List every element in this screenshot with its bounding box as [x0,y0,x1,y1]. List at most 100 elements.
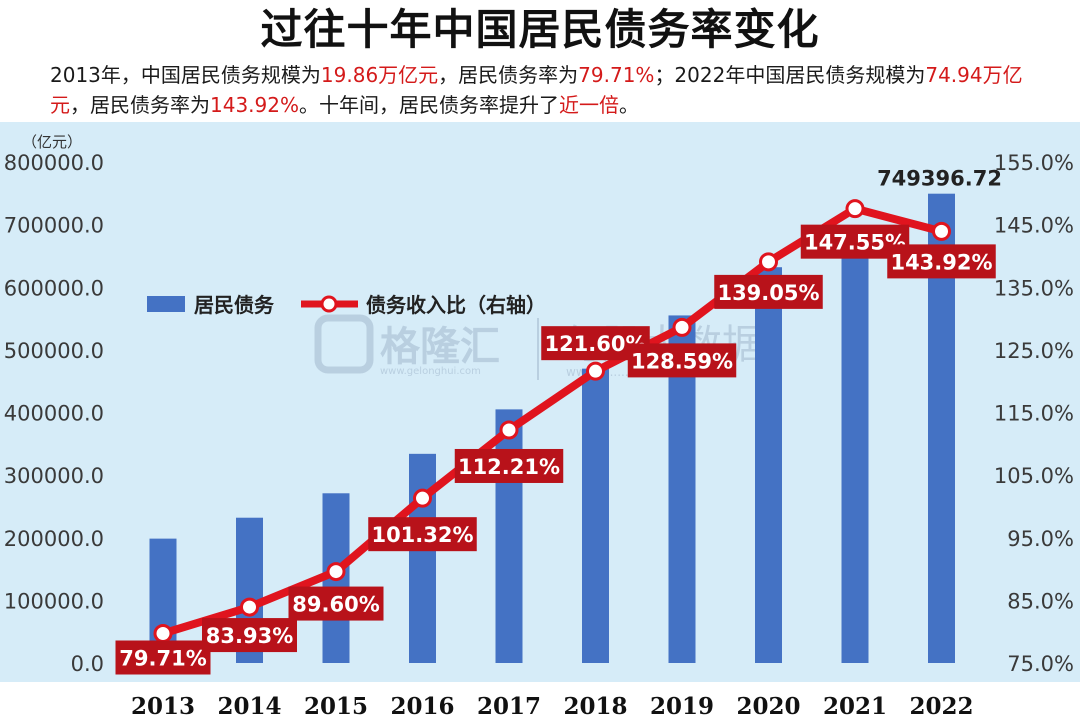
data-label-text: 112.21% [458,455,560,479]
x-axis-tick-label: 2017 [477,693,541,720]
watermark-logo-icon [314,314,374,374]
subtitle-text: 。 [618,93,639,117]
right-axis: 75.0% 85.0% 95.0% 105.0% 115.0% 125.0% 135.0% 1… [994,151,1074,676]
data-label: 139.05% [714,274,823,309]
year-axis-strip [0,682,1080,726]
watermark-logo-url: www.gelonghui.com [380,366,481,377]
left-axis-tick-label: 700000.0 [4,214,104,238]
x-axis-tick-label: 2021 [823,693,887,720]
line-series [153,199,951,644]
right-axis-tick-label: 125.0% [994,339,1074,363]
right-axis-tick-label: 145.0% [994,214,1074,238]
data-label-box [627,343,737,378]
left-axis-tick-label: 600000.0 [4,276,104,300]
data-label-text: 83.93% [206,624,293,648]
left-axis-tick-label: 400000.0 [4,402,104,426]
x-axis-tick-label: 2016 [390,693,454,720]
bar [841,230,869,663]
data-label: 112.21% [454,448,564,483]
subtitle-highlight: 143.92% [210,93,299,117]
x-axis-tick-label: 2014 [217,693,281,720]
data-label-text: 128.59% [631,349,733,373]
data-label: 79.71% [115,640,211,675]
left-axis-tick-label: 800000.0 [4,151,104,175]
left-axis-tick-label: 200000.0 [4,527,104,551]
x-axis-tick-label: 2015 [304,693,368,720]
legend-bar-swatch [147,296,185,312]
data-label-text: 89.60% [292,593,379,617]
line-point [240,597,259,617]
x-axis-tick-label: 2018 [563,693,627,720]
left-axis-tick-label: 300000.0 [4,464,104,488]
data-label-box [288,586,384,621]
data-label: 101.32% [368,517,477,552]
right-axis-tick-label: 95.0% [1007,527,1074,551]
data-label-text: 143.92% [890,250,992,274]
bar [582,368,609,663]
right-axis-tick-label: 155.0% [994,151,1074,175]
line-point [845,199,865,219]
data-label: 89.60% [288,586,384,621]
bar [495,409,523,663]
data-label-text: 139.05% [717,281,819,305]
x-axis-tick-label: 2022 [909,693,973,720]
subtitle-highlight: 近一倍 [558,93,619,117]
subtitle-highlight: 74.94万亿元 [50,63,1023,117]
data-label-box [202,618,297,653]
bar [755,267,782,663]
line-point [672,317,692,337]
subtitle: 2013年，中国居民债务规模为19.86万亿元，居民债务率为79.71%；202… [50,60,1060,120]
line-point [759,252,778,272]
left-axis: （亿元） 0.0 100000.0 200000.0 300000.0 400000.0 5… [4,133,104,676]
page-title: 过往十年中国居民债务率变化 [260,5,820,54]
legend-line-marker [320,295,338,313]
x-axis-tick-label: 2019 [650,693,714,720]
subtitle-highlight: 19.86万亿元 [320,63,439,87]
legend-bar-label: 居民债务 [194,293,275,317]
data-label: 83.93% [202,618,297,653]
right-axis-tick-label: 135.0% [994,276,1074,300]
x-axis-tick-label: 2020 [736,693,800,720]
subtitle-text: ；2022年中国居民债务规模为 [654,63,926,87]
subtitle-text: ，居民债务率为 [438,63,579,87]
data-label: 128.59% [627,343,737,378]
data-label-box [368,517,477,552]
data-label-box [454,448,564,483]
x-axis-tick-label: 2013 [131,693,195,720]
chart-background [0,122,1080,682]
line-point [932,221,951,241]
left-axis-tick-label: 100000.0 [4,589,104,613]
legend: 居民债务 债务收入比（右轴） [147,293,546,317]
bar-top-label: 749396.72 [877,167,1002,191]
data-label-box [115,640,211,675]
subtitle-text: 。十年间，居民债务率提升了 [298,93,559,117]
line-point [153,624,173,644]
line-point [499,420,519,440]
data-label-box [887,244,996,279]
data-labels: 79.71%83.93%89.60%101.32%112.21%121.60%1… [115,224,996,675]
legend-line-label: 债务收入比（右轴） [366,293,546,317]
line-path [159,204,946,638]
line-point [413,488,432,508]
subtitle-highlight: 79.71% [578,63,655,87]
left-axis-tick-label: 0.0 [71,652,104,676]
line-point [326,562,346,582]
data-label: 143.92% [887,244,996,279]
header: 过往十年中国居民债务率变化 2013年，中国居民债务规模为19.86万亿元，居民… [0,0,1080,122]
x-axis: 2013 2014 2015 2016 2017 2018 2019 2020 2021 2022 [131,693,974,720]
left-axis-tick-label: 500000.0 [4,339,104,363]
data-label-box [714,274,823,309]
subtitle-text: ，居民债务率为 [70,93,210,117]
line-point [586,361,605,381]
watermark-logo-text: 格隆汇 [380,324,500,370]
right-axis-tick-label: 105.0% [994,464,1074,488]
bar [409,453,436,663]
right-axis-tick-label: 115.0% [994,402,1074,426]
left-axis-unit: （亿元） [22,133,82,151]
subtitle-text: 2013年，中国居民债务规模为 [50,63,321,87]
data-label-text: 79.71% [119,647,206,671]
right-axis-tick-label: 85.0% [1007,589,1074,613]
data-label-text: 101.32% [371,523,473,547]
right-axis-tick-label: 75.0% [1007,652,1074,676]
